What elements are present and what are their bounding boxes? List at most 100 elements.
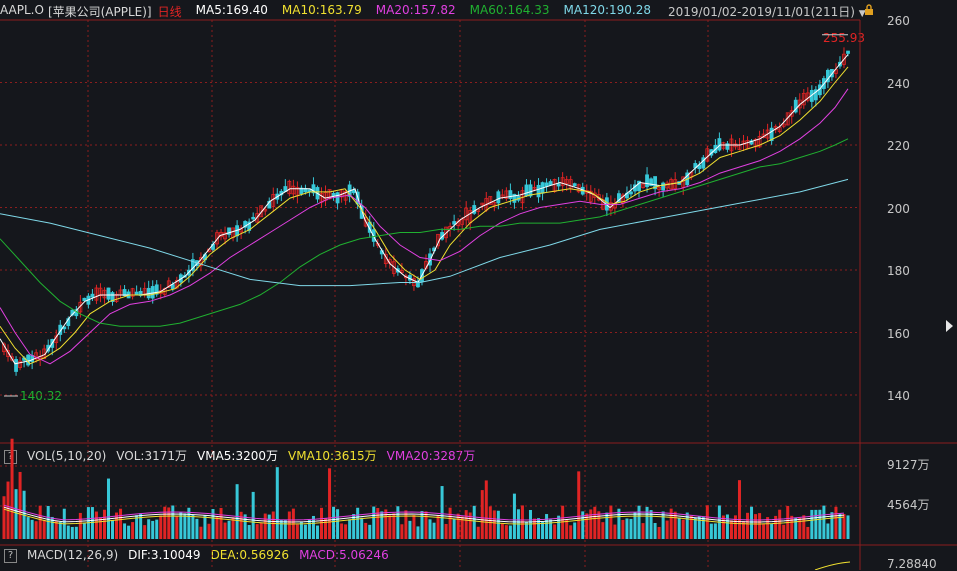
- candle: [219, 232, 223, 238]
- ma20-value: MA20:157.82: [375, 3, 456, 17]
- candle: [705, 148, 710, 162]
- volume-bar: [159, 515, 163, 539]
- candle: [436, 233, 440, 247]
- candle: [251, 216, 256, 220]
- volume-bar: [464, 510, 468, 539]
- volume-bar: [328, 468, 332, 539]
- candle: [600, 199, 605, 210]
- volume-bar: [444, 523, 448, 539]
- candle: [134, 291, 139, 296]
- volume-bar: [798, 517, 802, 539]
- volume-bar: [123, 523, 127, 539]
- volume-bar: [705, 505, 709, 539]
- lock-icon[interactable]: [864, 4, 874, 16]
- candle: [830, 69, 834, 78]
- volume-bar: [295, 524, 299, 539]
- stock-name: [苹果公司(APPLE)]: [47, 5, 152, 19]
- candle: [516, 196, 521, 201]
- date-range-selector[interactable]: 2019/01/02-2019/11/01(211日) ▼: [668, 3, 866, 20]
- volume-bar: [263, 513, 267, 539]
- volume-bar: [287, 511, 291, 539]
- ma-line-ma60: [0, 138, 849, 327]
- volume-bar: [86, 507, 90, 539]
- candle: [54, 335, 59, 344]
- candle: [456, 221, 461, 226]
- volume-bar: [388, 515, 392, 539]
- candle: [315, 187, 320, 200]
- candle: [685, 172, 690, 186]
- candle: [552, 179, 557, 193]
- volume-bar: [737, 480, 741, 539]
- candle: [118, 289, 123, 296]
- candle: [207, 248, 211, 253]
- volume-bar: [143, 525, 147, 539]
- volume-bar: [432, 522, 436, 539]
- chevron-down-icon: ▼: [858, 9, 866, 19]
- volume-bar: [231, 517, 235, 539]
- volume-bar: [74, 526, 78, 539]
- candle: [729, 138, 734, 152]
- candle: [661, 182, 666, 191]
- volume-bar: [50, 516, 54, 539]
- volume-bar: [6, 481, 10, 539]
- vma5-value: VMA5:3200万: [197, 449, 279, 463]
- price-tick: 240: [887, 77, 910, 91]
- volume-bar: [90, 507, 94, 539]
- volume-help-icon[interactable]: ?: [4, 449, 17, 464]
- volume-bar: [54, 521, 58, 539]
- candle: [94, 287, 99, 301]
- volume-bar: [235, 484, 239, 539]
- volume-bar: [311, 515, 315, 539]
- candle: [797, 99, 802, 109]
- ma5-value: MA5:169.40: [195, 3, 268, 17]
- candle: [158, 290, 163, 294]
- candle: [757, 136, 762, 148]
- candle: [697, 164, 702, 170]
- volume-bar: [729, 520, 733, 539]
- volume-bar: [380, 511, 384, 539]
- volume-bar: [480, 490, 484, 539]
- macd-help-icon[interactable]: ?: [4, 548, 17, 563]
- volume-bar: [549, 519, 553, 539]
- volume-bar: [203, 515, 207, 539]
- candle: [26, 354, 31, 366]
- candle: [548, 181, 553, 186]
- expand-right-icon[interactable]: [946, 320, 953, 332]
- candle: [122, 289, 127, 296]
- volume-bar: [553, 524, 557, 539]
- candle: [351, 189, 356, 194]
- volume-bar: [14, 489, 18, 539]
- volume-bar: [22, 490, 26, 539]
- candle: [70, 309, 75, 316]
- volume-bar: [713, 523, 717, 539]
- candle: [440, 232, 444, 240]
- volume-bar: [448, 507, 452, 539]
- candle: [448, 225, 453, 230]
- volume-bar: [520, 505, 524, 539]
- volume-bar: [348, 519, 352, 539]
- price-tick: 220: [887, 139, 910, 153]
- volume-bar: [372, 506, 376, 539]
- candle: [504, 190, 509, 199]
- candle: [512, 193, 517, 203]
- candle: [641, 183, 645, 188]
- volume-bar: [601, 522, 605, 539]
- candle: [311, 184, 316, 194]
- volume-bar: [528, 509, 532, 539]
- candle: [231, 227, 235, 238]
- candle: [42, 348, 47, 360]
- volume-bar: [733, 515, 737, 539]
- volume-bar: [30, 519, 34, 539]
- volume-bar: [42, 519, 46, 539]
- candle: [645, 174, 649, 188]
- candle: [428, 253, 432, 266]
- price-tick: 160: [887, 327, 910, 341]
- candle: [785, 112, 790, 126]
- volume-bar: [488, 506, 492, 539]
- volume-header: ? VOL(5,10,20) VOL:3171万 VMA5:3200万 VMA10:36…: [4, 447, 485, 464]
- volume-bar: [516, 509, 520, 539]
- volume-bar: [251, 491, 255, 539]
- candle: [809, 89, 814, 102]
- candle: [653, 176, 657, 190]
- volume-bar: [424, 511, 428, 539]
